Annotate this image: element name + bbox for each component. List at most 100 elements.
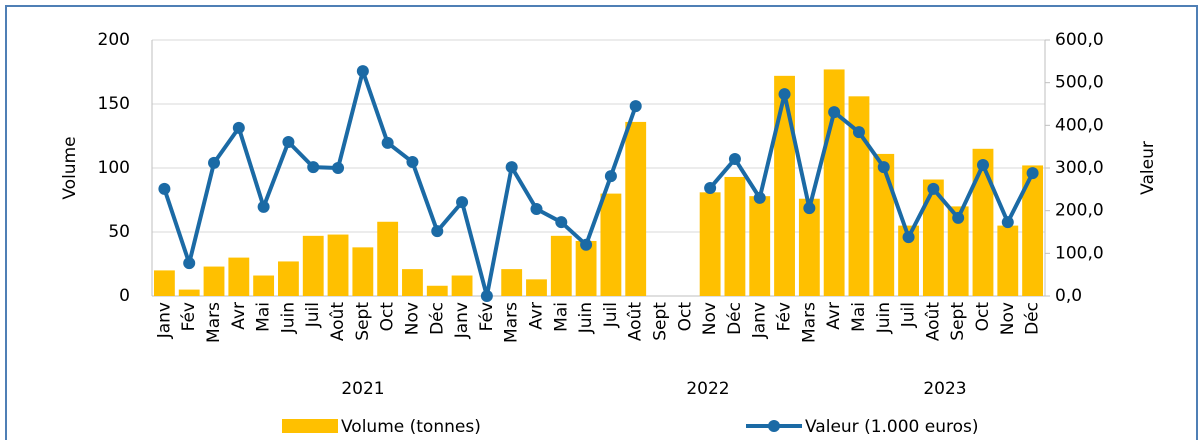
bar — [550, 235, 572, 296]
point — [381, 136, 394, 149]
point — [728, 153, 741, 166]
bar — [848, 96, 870, 296]
x-tick-label: Mai — [551, 302, 571, 332]
y2-tick-label: 100,0 — [1055, 243, 1104, 263]
y-tick-label: 100 — [98, 158, 130, 178]
point — [456, 196, 469, 209]
point — [356, 65, 369, 78]
bar — [972, 148, 994, 296]
y-tick-label: 0 — [119, 286, 130, 306]
legend-swatch — [282, 419, 338, 433]
point — [927, 182, 940, 195]
x-tick-label: Oct — [973, 302, 993, 332]
bar — [278, 261, 299, 296]
point — [530, 202, 543, 215]
point — [505, 161, 518, 174]
x-tick-label: Juil — [303, 302, 323, 328]
y-axis-label: Volume — [60, 136, 80, 199]
point — [480, 290, 493, 302]
x-tick-label: Avr — [824, 302, 844, 330]
bar — [302, 235, 324, 296]
point — [1026, 167, 1039, 180]
point — [877, 161, 890, 174]
point — [828, 106, 841, 119]
bar — [699, 192, 721, 296]
bar — [625, 121, 647, 296]
year-label: 2021 — [341, 379, 384, 399]
point — [604, 170, 617, 183]
y-tick-label: 150 — [98, 94, 130, 114]
point — [778, 88, 791, 101]
x-tick-label: Nov — [998, 302, 1018, 335]
y2-tick-label: 500,0 — [1055, 73, 1104, 93]
bar — [997, 225, 1019, 296]
x-tick-label: Sept — [948, 302, 968, 341]
x-tick-label: Nov — [402, 302, 422, 335]
bar — [327, 234, 349, 296]
bar — [203, 266, 225, 296]
bar — [451, 275, 473, 296]
bar — [426, 285, 448, 296]
point — [952, 211, 965, 224]
y-tick-label: 200 — [98, 30, 130, 50]
bar — [873, 153, 895, 296]
point — [704, 182, 717, 195]
point — [753, 191, 766, 204]
point — [555, 216, 568, 229]
bar — [377, 221, 399, 296]
point — [902, 231, 915, 244]
bar — [153, 270, 175, 296]
x-tick-label: Janv — [154, 302, 174, 339]
x-tick-label: Juil — [601, 302, 621, 328]
point — [852, 126, 865, 139]
bar — [1022, 165, 1044, 296]
bar — [823, 69, 845, 296]
y2-tick-label: 200,0 — [1055, 201, 1104, 221]
bar — [798, 198, 820, 296]
x-tick-label: Août — [923, 302, 943, 342]
x-tick-label: Fév — [179, 302, 199, 331]
point — [158, 182, 171, 195]
x-tick-label: Juin — [576, 302, 596, 334]
x-tick-label: Mars — [204, 302, 224, 343]
point — [232, 121, 245, 134]
y2-tick-label: 300,0 — [1055, 158, 1104, 178]
y2-tick-label: 400,0 — [1055, 115, 1104, 135]
x-tick-label: Oct — [378, 302, 398, 332]
year-label: 2023 — [923, 379, 966, 399]
x-tick-label: Oct — [675, 302, 695, 332]
x-tick-label: Août — [328, 302, 348, 342]
bar — [178, 289, 200, 296]
x-tick-label: Mars — [502, 302, 522, 343]
point — [257, 200, 270, 213]
point — [629, 100, 642, 113]
point — [580, 238, 593, 251]
x-tick-label: Juil — [899, 302, 919, 328]
x-tick-label: Déc — [1023, 302, 1043, 335]
bar — [947, 206, 969, 296]
point — [976, 159, 989, 172]
point — [431, 225, 444, 238]
x-tick-label: Mars — [799, 302, 819, 343]
y2-axis-label: Valeur — [1138, 141, 1158, 195]
point — [307, 161, 320, 174]
y-tick-label: 50 — [108, 222, 130, 242]
bar — [526, 279, 547, 296]
bar — [228, 257, 250, 296]
x-tick-label: Déc — [427, 302, 447, 335]
year-label: 2022 — [686, 379, 729, 399]
point — [282, 135, 295, 148]
x-tick-label: Sept — [651, 302, 671, 341]
y2-tick-label: 600,0 — [1055, 30, 1104, 50]
x-tick-label: Nov — [700, 302, 720, 335]
bar — [253, 275, 275, 296]
bar — [402, 269, 423, 296]
bar — [898, 225, 919, 296]
x-tick-label: Janv — [750, 302, 770, 339]
bar — [600, 193, 622, 296]
bar — [774, 75, 795, 296]
point — [183, 257, 196, 270]
bar — [749, 196, 771, 296]
x-tick-label: Juin — [874, 302, 894, 334]
